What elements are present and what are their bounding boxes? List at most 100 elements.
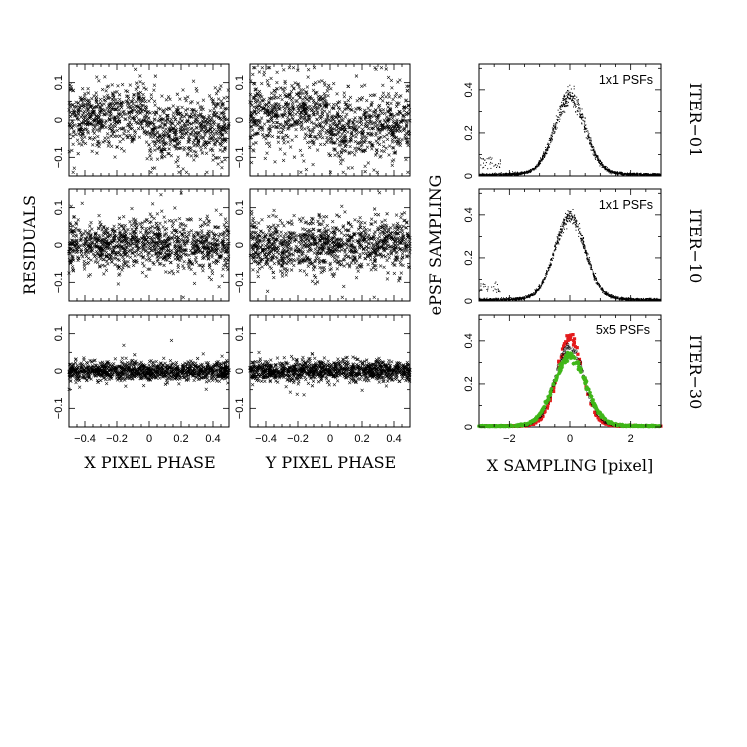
residual-point (401, 263, 405, 268)
residual-point (135, 104, 139, 108)
residual-point (337, 143, 341, 147)
residual-point (176, 105, 180, 110)
residual-point (166, 134, 171, 138)
residual-point (284, 133, 289, 138)
residual-point (269, 76, 273, 81)
residual-point (83, 91, 87, 96)
residual-point (308, 107, 313, 111)
residual-point (250, 230, 254, 235)
residual-point (296, 122, 301, 126)
residual-point (335, 267, 340, 271)
residual-point (88, 135, 92, 140)
residual-point (124, 94, 129, 98)
residual-point (330, 219, 335, 224)
residual-point (122, 109, 126, 114)
residual-point (213, 86, 217, 90)
residual-point (279, 230, 283, 234)
residual-point (80, 87, 85, 91)
residual-point (82, 259, 86, 264)
residual-point (342, 264, 346, 268)
residual-point (283, 81, 287, 86)
residual-point (210, 268, 214, 273)
residual-point (375, 170, 380, 174)
residual-point (105, 132, 110, 136)
residual-point (68, 132, 72, 137)
residual-point (376, 213, 381, 217)
residual-point (126, 227, 130, 232)
residual-point (172, 239, 176, 244)
residual-point (318, 135, 322, 139)
residual-point (95, 75, 99, 79)
residual-point (382, 265, 386, 269)
residual-point (363, 221, 367, 225)
y-tick-label: −0.1 (53, 271, 65, 293)
residual-point (251, 268, 255, 272)
residual-point (339, 158, 343, 162)
residual-point (220, 247, 224, 251)
residual-point (267, 229, 271, 233)
residual-point (280, 130, 284, 135)
residual-point (288, 145, 293, 149)
residual-point (72, 166, 77, 170)
residual-point (122, 257, 126, 262)
residual-point (342, 94, 347, 99)
residual-point (325, 89, 330, 93)
residual-point (287, 126, 291, 131)
residual-point (216, 89, 220, 93)
residual-point (219, 250, 223, 254)
residual-point (398, 143, 402, 148)
residual-point (327, 83, 331, 88)
residual-point (339, 262, 344, 267)
residual-point (351, 239, 355, 243)
residual-point (348, 103, 353, 107)
residual-point (88, 249, 93, 253)
residual-point (86, 232, 91, 236)
residual-point (131, 102, 135, 106)
residual-point (164, 227, 169, 231)
residual-point (76, 108, 81, 113)
residual-point (164, 98, 169, 102)
residual-point (385, 115, 389, 119)
residual-point (306, 264, 311, 269)
residual-point (400, 137, 404, 142)
residual-point (206, 120, 210, 124)
residual-point (222, 96, 226, 100)
residual-point (261, 239, 266, 243)
residual-point (156, 244, 161, 248)
residual-point (191, 121, 195, 125)
residual-point (103, 264, 107, 268)
residual-point (214, 104, 218, 108)
residual-point (379, 66, 384, 70)
residual-point (128, 220, 132, 224)
residual-point (109, 113, 114, 117)
residual-point (305, 140, 310, 145)
residual-point (117, 97, 122, 102)
residual-point (324, 131, 328, 135)
residual-point (294, 134, 298, 139)
residual-point (312, 135, 316, 139)
residual-point (357, 125, 361, 129)
residual-point (392, 271, 397, 276)
residual-point (298, 148, 303, 153)
residual-point (206, 223, 210, 227)
residual-point (77, 112, 81, 117)
residual-point (145, 111, 149, 115)
residual-point (327, 152, 331, 156)
y-tick-label: 0 (234, 242, 246, 248)
residual-point (201, 268, 205, 273)
residual-point (170, 121, 174, 125)
residual-point (131, 96, 136, 101)
residual-point (200, 105, 204, 109)
residual-point (252, 105, 256, 109)
residual-point (158, 124, 163, 128)
residual-point (126, 96, 131, 101)
residual-point (188, 101, 193, 105)
residual-point (176, 263, 180, 267)
residual-point (386, 271, 390, 275)
residual-point (302, 159, 306, 163)
residual-point (336, 105, 341, 110)
residual-point (356, 219, 361, 224)
residual-point (400, 255, 405, 260)
residual-point (113, 155, 117, 159)
residual-point (289, 89, 294, 94)
